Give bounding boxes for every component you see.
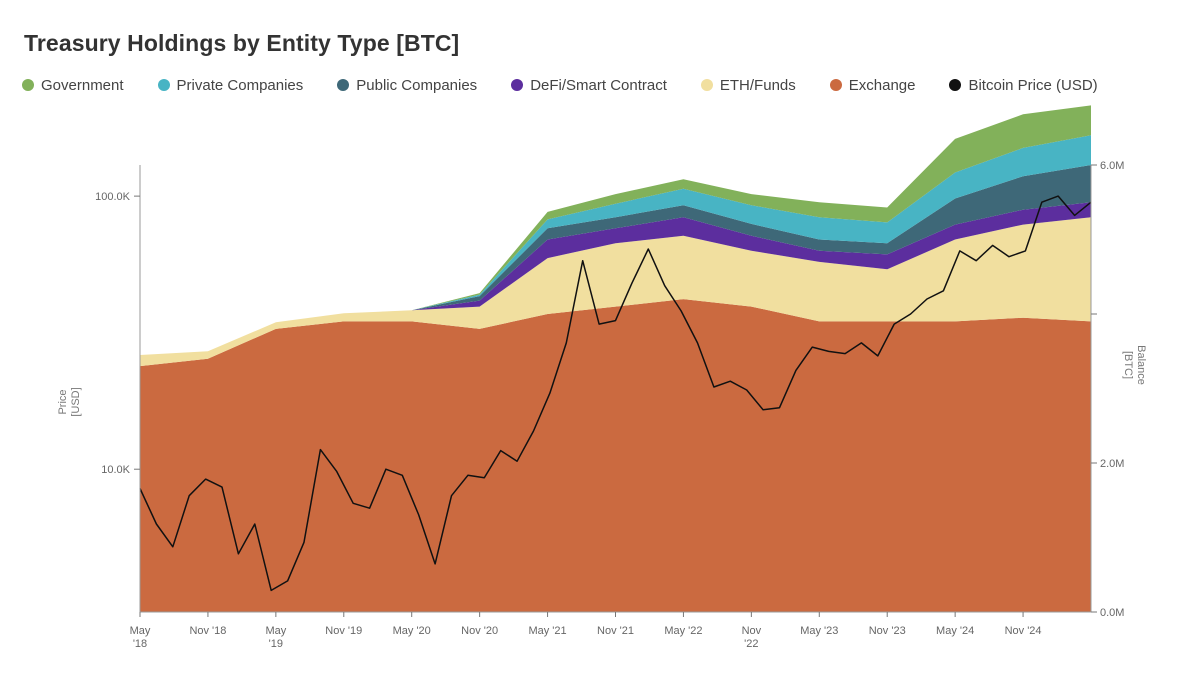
legend-item-eth-funds[interactable]: ETH/Funds bbox=[700, 76, 796, 94]
legend-label: Exchange bbox=[848, 76, 916, 94]
x-tick-label: May '18 bbox=[130, 625, 151, 650]
legend-label: ETH/Funds bbox=[719, 76, 796, 94]
legend-item-private-companies[interactable]: Private Companies bbox=[157, 76, 304, 94]
legend-item-exchange[interactable]: Exchange bbox=[829, 76, 916, 94]
left-tick-label: 100.0K bbox=[95, 191, 131, 203]
right-tick-label: 0.0M bbox=[1100, 607, 1124, 619]
legend-swatch bbox=[829, 79, 842, 91]
legend-item-bitcoin-price-usd[interactable]: Bitcoin Price (USD) bbox=[949, 76, 1098, 94]
legend-swatch bbox=[949, 79, 962, 91]
legend-swatch bbox=[337, 79, 350, 91]
legend-item-defi-smart-contract[interactable]: DeFi/Smart Contract bbox=[511, 77, 667, 94]
legend-label: DeFi/Smart Contract bbox=[530, 76, 667, 94]
right-tick-label: 6.0M bbox=[1100, 160, 1124, 172]
x-tick-label: May '21 bbox=[528, 625, 566, 637]
right-axis-title: Balance[BTC] bbox=[1122, 345, 1147, 385]
area-defi-smart-contract bbox=[140, 202, 1091, 355]
x-tick-label: May '19 bbox=[265, 625, 286, 650]
chart-title: Treasury Holdings by Entity Type [BTC] bbox=[24, 30, 460, 56]
x-tick-label: Nov '22 bbox=[742, 625, 762, 650]
legend-label: Public Companies bbox=[356, 76, 478, 94]
x-tick-label: May '22 bbox=[664, 625, 702, 637]
area-eth-funds bbox=[140, 217, 1091, 367]
legend: Government Private Companies Public Compan… bbox=[22, 74, 1098, 96]
area-exchange bbox=[140, 299, 1091, 612]
x-tick-label: Nov '24 bbox=[1005, 625, 1042, 637]
x-tick-label: Nov '19 bbox=[325, 625, 362, 637]
x-tick-label: Nov '20 bbox=[461, 625, 498, 637]
left-axis-title: Price[USD] bbox=[57, 387, 82, 416]
legend-item-public-companies[interactable]: Public Companies bbox=[337, 77, 477, 94]
legend-label: Bitcoin Price (USD) bbox=[968, 76, 1098, 94]
left-tick-label: 10.0K bbox=[101, 464, 130, 476]
legend-swatch bbox=[157, 79, 170, 91]
x-tick-label: Nov '23 bbox=[869, 625, 906, 637]
x-tick-label: May '23 bbox=[800, 625, 838, 637]
x-tick-label: May '24 bbox=[936, 625, 974, 637]
legend-item-government[interactable]: Government bbox=[22, 77, 124, 94]
right-tick-label: 2.0M bbox=[1100, 458, 1124, 470]
x-tick-label: Nov '18 bbox=[189, 625, 226, 637]
legend-label: Government bbox=[41, 76, 124, 94]
legend-swatch bbox=[700, 79, 713, 91]
legend-swatch bbox=[22, 79, 34, 91]
x-tick-label: Nov '21 bbox=[597, 625, 634, 637]
price-line bbox=[139, 195, 1092, 592]
x-tick-label: May '20 bbox=[393, 625, 431, 637]
legend-label: Private Companies bbox=[176, 76, 304, 94]
area-government bbox=[140, 105, 1091, 356]
legend-swatch bbox=[511, 79, 524, 91]
